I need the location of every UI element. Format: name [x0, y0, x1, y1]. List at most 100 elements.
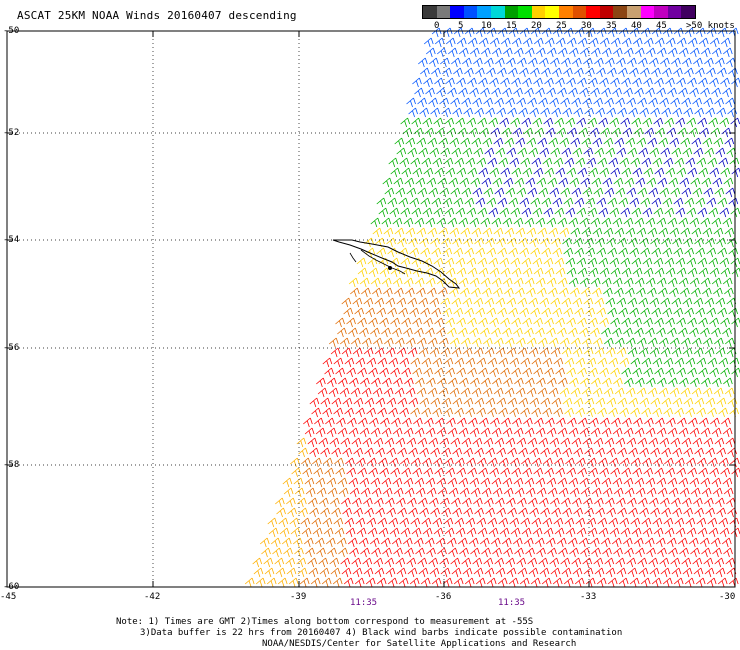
wind-barb [473, 147, 484, 158]
wind-barb [629, 307, 640, 318]
wind-barb [453, 67, 463, 78]
wind-barb [652, 157, 663, 168]
wind-barb [335, 367, 345, 378]
wind-barb [660, 147, 671, 158]
wind-barb [607, 27, 618, 38]
wind-barb [531, 517, 542, 528]
wind-barb [494, 437, 505, 448]
wind-barb [644, 537, 655, 548]
wind-barb [653, 117, 664, 128]
wind-barb [478, 267, 489, 278]
wind-barb [719, 457, 729, 468]
wind-barb [719, 257, 730, 268]
latitude-label: -60 [3, 582, 20, 592]
wind-barb [538, 97, 548, 108]
wind-barb [703, 97, 713, 108]
wind-barb [429, 57, 439, 68]
wind-barb [618, 197, 629, 208]
wind-barb [631, 527, 642, 538]
wind-barb [652, 407, 662, 418]
wind-barb [663, 517, 674, 528]
wind-barb [491, 327, 501, 338]
wind-barb [623, 47, 634, 58]
wind-barb [530, 247, 541, 258]
wind-barb [706, 27, 717, 38]
wind-barb [474, 507, 484, 518]
wind-barb [593, 437, 604, 448]
wind-barb [510, 457, 520, 468]
wind-barb [546, 477, 557, 488]
wind-barb [544, 37, 555, 48]
wind-barb [709, 367, 719, 378]
wind-barb [662, 247, 673, 258]
wind-barb [377, 517, 388, 528]
wind-barb [327, 377, 337, 388]
wind-barb [649, 347, 660, 358]
wind-barb [513, 477, 524, 488]
wind-barb [479, 537, 490, 548]
wind-barb [489, 167, 500, 178]
wind-barb [419, 447, 429, 458]
wind-barb [632, 317, 642, 328]
wind-barb [628, 397, 639, 408]
wind-barb [493, 137, 504, 148]
wind-barb [445, 167, 456, 178]
wind-barb [494, 557, 505, 568]
wind-barb [451, 347, 462, 358]
wind-barb [616, 147, 627, 158]
wind-barb [469, 427, 480, 438]
footnote-line-3: NOAA/NESDIS/Center for Satellite Applica… [262, 639, 577, 649]
wind-barb [478, 367, 488, 378]
wind-barb [704, 147, 715, 158]
wind-barb [555, 317, 565, 328]
wind-barb [596, 247, 607, 258]
wind-barb [519, 67, 529, 78]
wind-barb [328, 337, 339, 348]
wind-barb [712, 547, 722, 558]
wind-barb [637, 437, 648, 448]
wind-barb [416, 287, 426, 298]
wind-barb [560, 437, 571, 448]
wind-barb [705, 507, 715, 518]
wind-barb [502, 87, 512, 98]
wind-barb [444, 117, 455, 128]
wind-barb [632, 37, 643, 48]
wind-barb [583, 567, 594, 578]
wind-barb [672, 447, 682, 458]
wind-barb [530, 577, 541, 588]
wind-barb [354, 307, 365, 318]
wind-barb [464, 197, 475, 208]
wind-barb [537, 287, 547, 298]
longitude-label: -42 [144, 592, 161, 602]
wind-barb [574, 577, 585, 588]
wind-barb [704, 347, 715, 358]
wind-barb [455, 257, 466, 268]
wind-barb [356, 257, 367, 268]
colorbar-label: >50 knots [686, 21, 735, 31]
wind-barb [622, 537, 633, 548]
wind-barb [627, 497, 637, 508]
wind-barb [623, 217, 634, 228]
wind-barb [695, 307, 706, 318]
wind-barb [513, 87, 523, 98]
wind-barb [705, 397, 716, 408]
wind-barb [393, 487, 404, 498]
wind-barb [666, 127, 677, 138]
wind-barb [686, 457, 696, 468]
wind-barb [411, 457, 421, 468]
wind-barb [670, 437, 681, 448]
wind-barb [325, 417, 335, 428]
wind-barb [618, 577, 629, 588]
wind-barb [711, 277, 722, 288]
wind-barb [309, 397, 320, 408]
wind-barb [283, 547, 293, 558]
wind-barb [726, 297, 737, 308]
wind-barb [491, 87, 501, 98]
wind-barb [394, 137, 405, 148]
wind-barb [652, 357, 663, 368]
wind-barb [638, 297, 649, 308]
wind-barb [592, 337, 603, 348]
wind-barb [486, 307, 497, 318]
wind-barb [451, 297, 462, 308]
wind-barb [701, 547, 711, 558]
